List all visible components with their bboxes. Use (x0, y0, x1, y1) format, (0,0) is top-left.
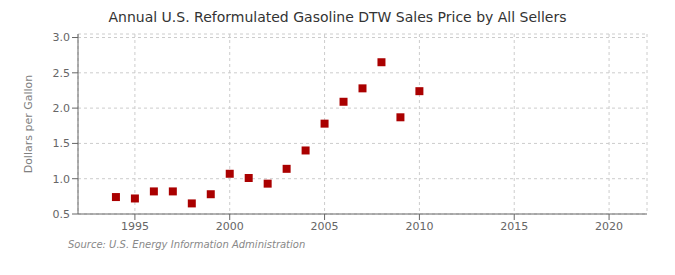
html-text:Annual U.S. Reformulated Gasol: Annual U.S. Reformulated Gasoline DTW Sa… (108, 9, 567, 25)
svg-text:1.5: 1.5 (53, 137, 71, 150)
svg-text:2000: 2000 (216, 220, 244, 233)
svg-text:1.0: 1.0 (53, 173, 71, 186)
svg-text:1995: 1995 (121, 220, 149, 233)
svg-text:Dollars per Gallon: Dollars per Gallon (22, 75, 35, 174)
svg-text:0.5: 0.5 (53, 208, 71, 221)
svg-text:3.0: 3.0 (53, 31, 71, 44)
svg-text:2005: 2005 (311, 220, 339, 233)
html-text:Source: U.S. Energy Informatio: Source: U.S. Energy Information Administ… (68, 239, 306, 250)
svg-text:2020: 2020 (595, 220, 623, 233)
svg-text:2.5: 2.5 (53, 67, 71, 80)
svg-text:2010: 2010 (405, 220, 433, 233)
svg-text:2015: 2015 (500, 220, 528, 233)
svg-text:2.0: 2.0 (53, 102, 71, 115)
